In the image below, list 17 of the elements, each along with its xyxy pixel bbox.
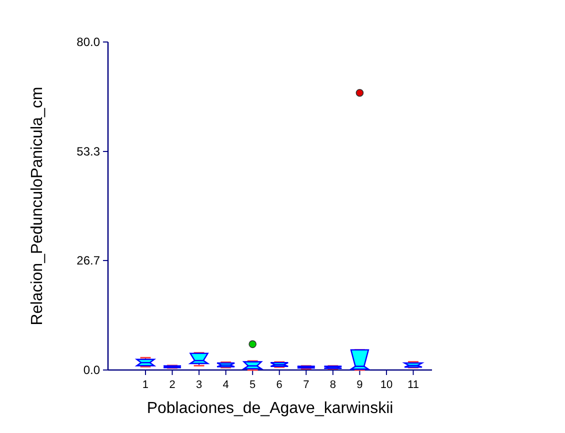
- x-tick-label: 10: [380, 379, 393, 391]
- y-tick-label: 0.0: [83, 363, 100, 378]
- x-tick-label: 3: [196, 379, 202, 391]
- y-axis-title: Relacion_PedunculoPanicula_cm: [29, 86, 46, 326]
- x-tick-label: 7: [303, 379, 310, 391]
- y-tick-label: 80.0: [76, 35, 100, 50]
- x-tick-label: 8: [330, 379, 336, 391]
- y-tick-label: 26.7: [76, 254, 100, 268]
- x-tick-label: 11: [408, 379, 419, 391]
- x-axis-title: Poblaciones_de_Agave_karwinskii: [146, 400, 394, 417]
- y-tick-label: 53.3: [76, 144, 100, 159]
- x-tick-label: 6: [276, 379, 282, 391]
- x-tick-label: 5: [250, 379, 256, 391]
- x-tick-label: 9: [356, 379, 363, 391]
- x-tick-label: 2: [169, 379, 176, 391]
- x-tick-label: 4: [222, 379, 229, 391]
- x-tick-label: 1: [142, 379, 149, 391]
